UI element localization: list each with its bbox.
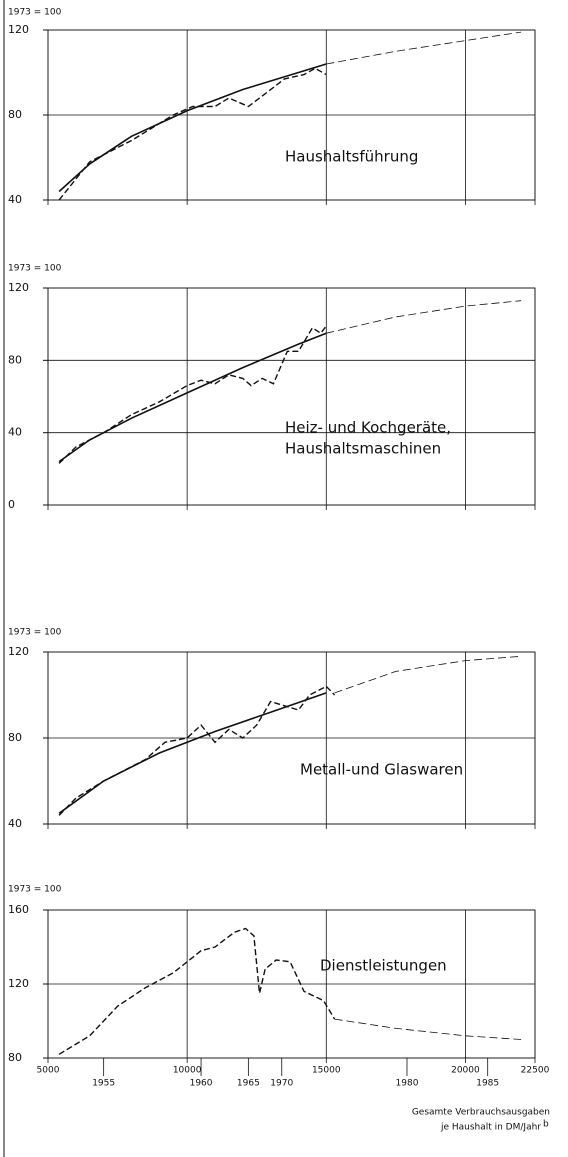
data-line xyxy=(58,692,327,814)
x-tick-label: 15000 xyxy=(312,1066,341,1076)
y-axis-label: 1973 = 100 xyxy=(8,264,62,274)
y-tick-label: 0 xyxy=(8,498,15,511)
data-line xyxy=(326,31,522,65)
x-tick-label: 20000 xyxy=(451,1066,480,1076)
annotation: Haushaltsmaschinen xyxy=(285,440,441,458)
x-tick-label: 5000 xyxy=(37,1066,60,1076)
data-line xyxy=(58,685,336,816)
x-axis-label-note: b xyxy=(543,1120,549,1130)
y-tick-label: 80 xyxy=(8,1051,22,1064)
x2-tick-label: 1980 xyxy=(396,1079,419,1089)
data-line xyxy=(334,1018,522,1040)
plot-frame xyxy=(47,29,536,201)
data-line xyxy=(58,67,327,201)
annotation: Heiz- und Kochgeräte, xyxy=(285,419,451,437)
y-axis-label: 1973 = 100 xyxy=(8,8,62,18)
annotation: Dienstleistungen xyxy=(320,957,447,975)
x-axis-label: je Haushalt in DM/Jahr xyxy=(440,1123,541,1133)
y-tick-label: 80 xyxy=(8,353,22,366)
y-tick-label: 120 xyxy=(8,23,29,36)
data-line xyxy=(326,300,522,334)
y-tick-label: 120 xyxy=(8,645,29,658)
y-tick-label: 120 xyxy=(8,977,29,990)
data-line xyxy=(58,325,327,464)
y-tick-label: 160 xyxy=(8,903,29,916)
x-tick-label: 10000 xyxy=(173,1066,202,1076)
y-tick-label: 80 xyxy=(8,731,22,744)
x2-tick-label: 1960 xyxy=(190,1079,213,1089)
y-tick-label: 40 xyxy=(8,193,22,206)
y-tick-label: 40 xyxy=(8,817,22,830)
y-tick-label: 80 xyxy=(8,108,22,121)
x-tick-label: 22500 xyxy=(521,1066,550,1076)
x2-tick-label: 1985 xyxy=(476,1079,499,1089)
plot-frame xyxy=(47,287,536,506)
plot-frame xyxy=(47,909,536,1059)
annotation: Haushaltsführung xyxy=(285,148,418,166)
y-tick-label: 40 xyxy=(8,426,22,439)
x-axis-label: Gesamte Verbrauchsausgaben xyxy=(412,1108,550,1118)
data-line xyxy=(58,927,336,1055)
plot-frame xyxy=(47,651,536,825)
y-axis-label: 1973 = 100 xyxy=(8,628,62,638)
data-line xyxy=(334,655,522,694)
y-tick-label: 120 xyxy=(8,281,29,294)
annotation: Metall-und Glaswaren xyxy=(300,761,463,779)
x2-tick-label: 1955 xyxy=(92,1079,115,1089)
y-axis-label: 1973 = 100 xyxy=(8,885,62,895)
x2-tick-label: 1970 xyxy=(270,1079,293,1089)
data-line xyxy=(58,63,327,193)
x2-tick-label: 1965 xyxy=(237,1079,260,1089)
